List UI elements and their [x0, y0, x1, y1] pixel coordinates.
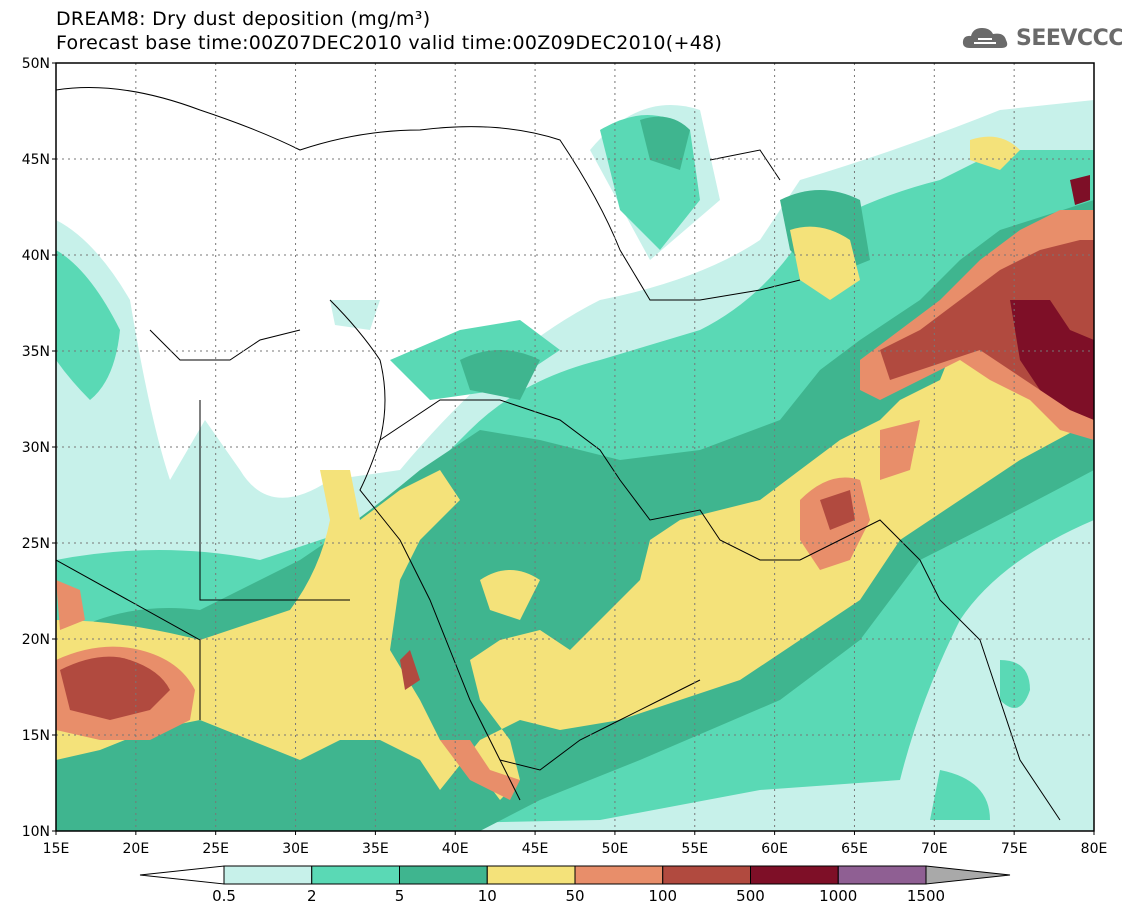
lon-label-60E: 60E: [761, 841, 788, 857]
lat-label-25N: 25N: [22, 536, 50, 552]
dust-field: [56, 63, 1094, 831]
lon-label-55E: 55E: [681, 841, 708, 857]
lon-label-25E: 25E: [202, 841, 229, 857]
colorbar-label-10: 10: [478, 887, 497, 905]
coastlines: [56, 87, 1061, 821]
lat-label-45N: 45N: [22, 152, 50, 168]
map-grid: [56, 63, 1094, 831]
cloud-icon: [962, 28, 1008, 48]
lon-label-30E: 30E: [282, 841, 309, 857]
colorbar: 0.5 2 5 10 50 100 500 1000 1500: [139, 865, 1011, 905]
colorbar-swatch-3: [486, 865, 576, 885]
lon-label-70E: 70E: [921, 841, 948, 857]
lat-label-40N: 40N: [22, 248, 50, 264]
colorbar-label-2: 2: [307, 887, 317, 905]
colorbar-low-extension: [139, 865, 225, 885]
lon-label-80E: 80E: [1081, 841, 1108, 857]
lon-label-20E: 20E: [123, 841, 150, 857]
latitude-labels: 50N 45N 40N 35N 30N 25N 20N 15N 10N: [22, 56, 50, 840]
axis-ticks: [52, 62, 1095, 835]
seevccc-logo: SEEVCCC: [960, 24, 1122, 52]
colorbar-swatch-4: [574, 865, 664, 885]
colorbar-swatch-5: [662, 865, 751, 885]
level-10: [56, 136, 1094, 800]
colorbar-swatch-2: [399, 865, 488, 885]
lat-label-20N: 20N: [22, 632, 50, 648]
colorbar-swatch-0: [223, 865, 313, 885]
lon-label-15E: 15E: [43, 841, 70, 857]
colorbar-high-extension: [925, 865, 1011, 885]
lat-label-50N: 50N: [22, 56, 50, 72]
level-500: [1010, 175, 1094, 420]
map-subtitle: Forecast base time:00Z07DEC2010 valid ti…: [56, 32, 723, 54]
colorbar-label-5: 5: [395, 887, 405, 905]
colorbar-label-1000: 1000: [819, 887, 857, 905]
colorbar-label-50: 50: [565, 887, 584, 905]
lon-label-65E: 65E: [841, 841, 868, 857]
lon-label-75E: 75E: [1001, 841, 1028, 857]
colorbar-swatch-1: [311, 865, 400, 885]
colorbar-swatch-7: [837, 865, 927, 885]
map-title: DREAM8: Dry dust deposition (mg/m³): [56, 8, 431, 30]
lon-label-50E: 50E: [602, 841, 629, 857]
lat-label-30N: 30N: [22, 440, 50, 456]
lon-label-35E: 35E: [362, 841, 389, 857]
colorbar-label-0.5: 0.5: [212, 887, 236, 905]
lat-label-10N: 10N: [22, 824, 50, 840]
colorbar-label-100: 100: [648, 887, 677, 905]
colorbar-label-500: 500: [736, 887, 765, 905]
lat-label-35N: 35N: [22, 344, 50, 360]
lon-label-40E: 40E: [442, 841, 469, 857]
longitude-labels: 15E 20E 25E 30E 35E 40E 45E 50E 55E 60E 65E 70E 75E 8…: [43, 841, 1108, 857]
colorbar-swatch-6: [750, 865, 839, 885]
lat-label-15N: 15N: [22, 728, 50, 744]
colorbar-label-1500: 1500: [907, 887, 945, 905]
logo-text: SEEVCCC: [1016, 25, 1122, 51]
lon-label-45E: 45E: [522, 841, 549, 857]
